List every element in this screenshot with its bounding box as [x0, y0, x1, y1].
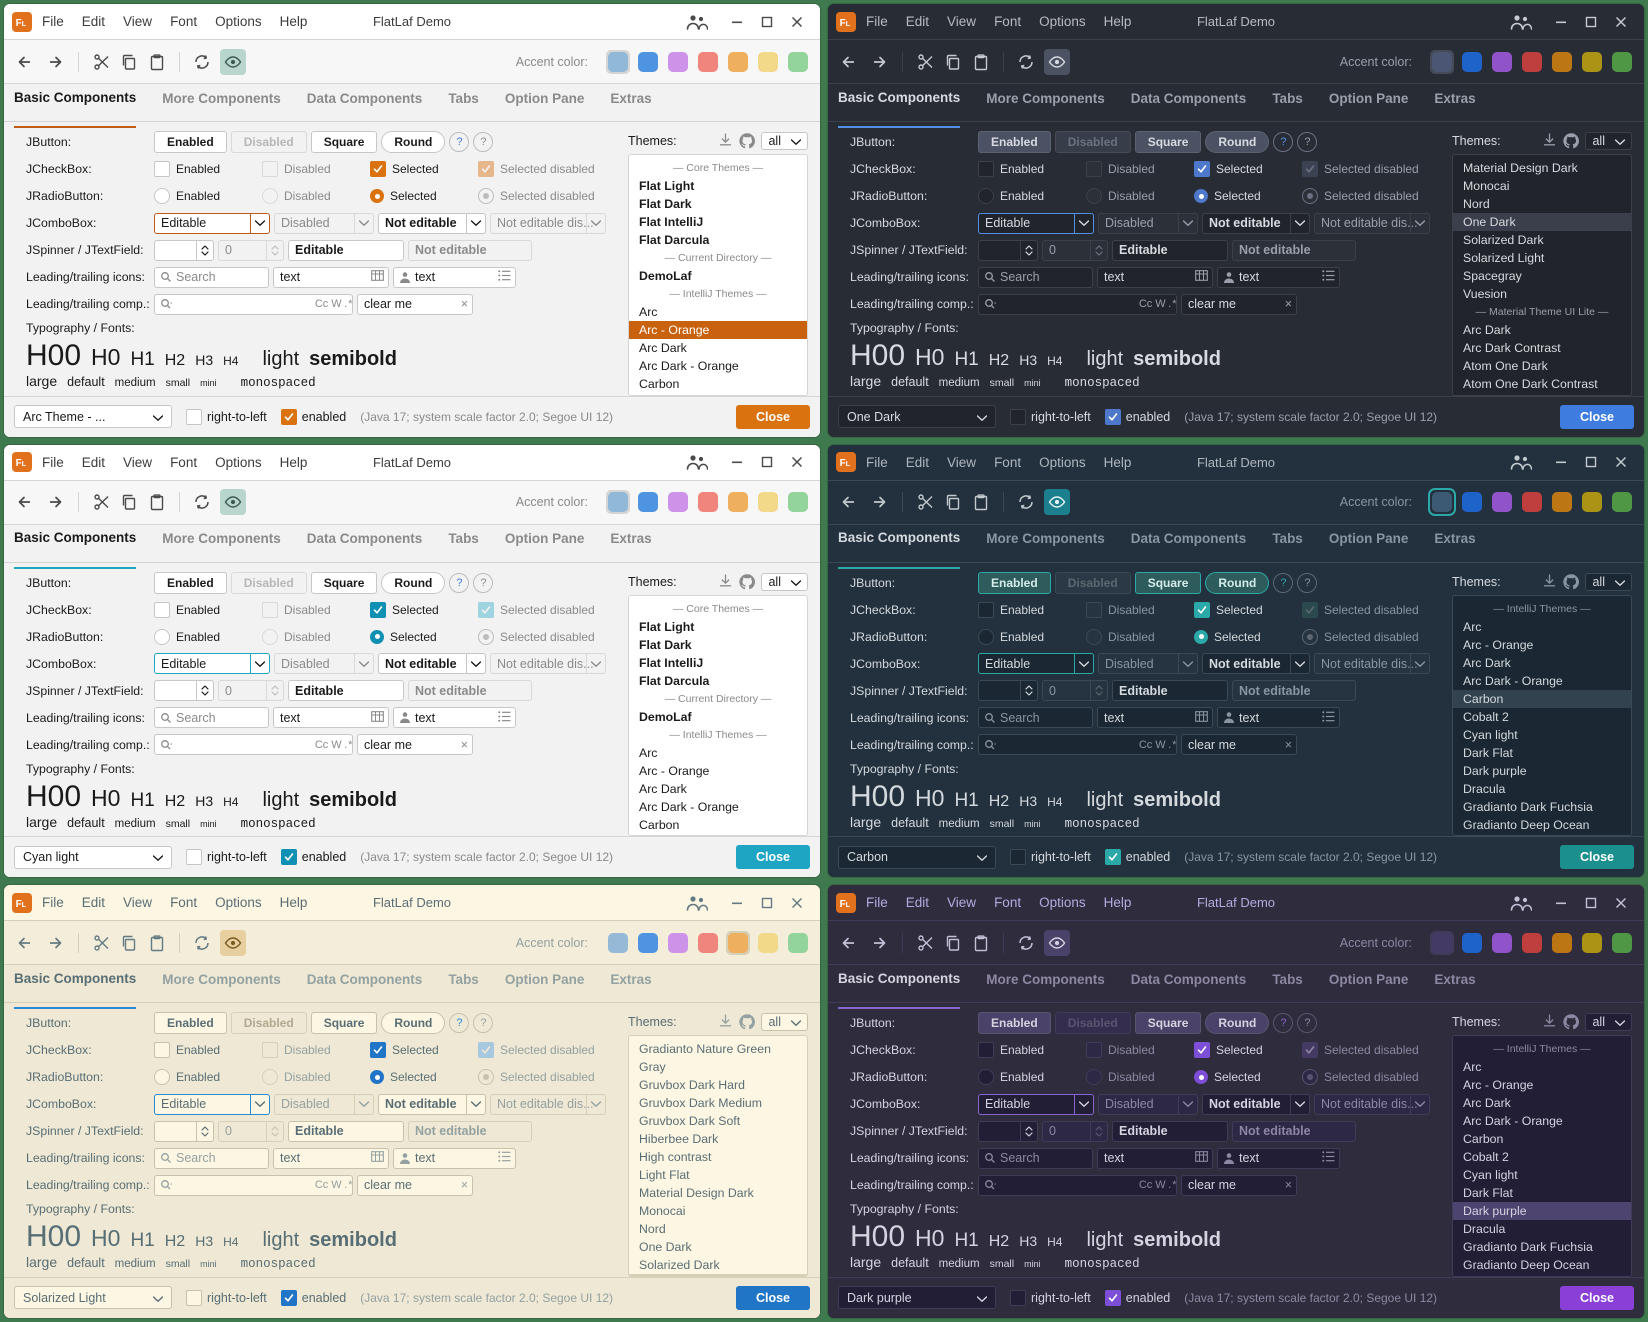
svg-text:FL: FL	[16, 899, 27, 910]
svg-text:FL: FL	[840, 17, 851, 28]
svg-text:FL: FL	[16, 458, 27, 469]
svg-text:FL: FL	[840, 458, 851, 469]
svg-text:FL: FL	[16, 17, 27, 28]
svg-text:FL: FL	[840, 899, 851, 910]
